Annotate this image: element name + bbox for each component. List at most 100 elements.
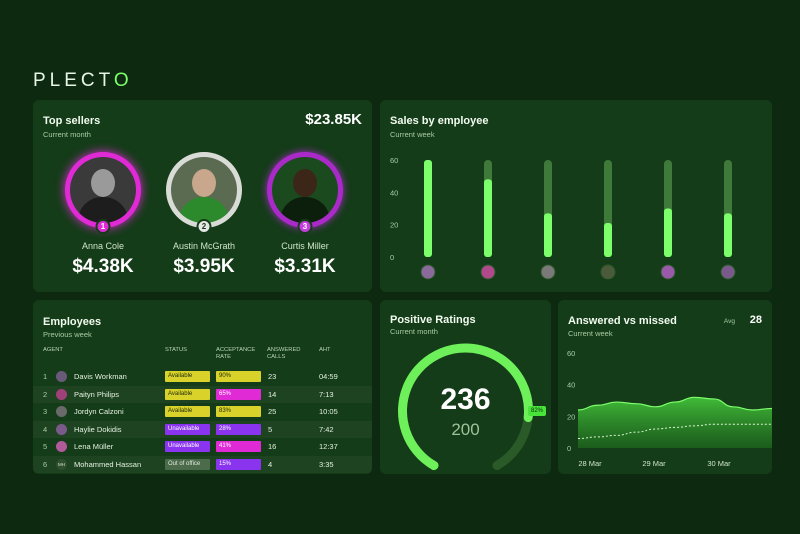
sales-subtitle: Current week	[390, 130, 435, 139]
avg-label: Avg	[723, 318, 735, 325]
table-row[interactable]: 6 MH Mohammed Hassan Out of office 15% 4 3:35	[33, 456, 372, 473]
logo-text: PLECT	[33, 70, 114, 91]
answered-line	[577, 396, 772, 411]
ratings-percent-badge: 82%	[528, 406, 547, 416]
logo-mark-icon: O	[113, 70, 133, 91]
seller-name: Austin McGrath	[172, 241, 236, 251]
answered-calls: 23	[268, 372, 277, 381]
y-tick-label: 20	[390, 221, 398, 230]
top-sellers-title: Top sellers	[43, 115, 101, 127]
acceptance-rate-badge: 28%	[216, 423, 261, 435]
avatar: MH	[56, 459, 67, 470]
answered-title: Answered vs missed	[568, 315, 677, 327]
y-tick-label: 40	[390, 188, 398, 197]
status-badge: Out of office	[165, 459, 210, 470]
employee-avatar-icon	[480, 264, 496, 280]
seller-avatar-3: 3	[267, 152, 343, 234]
sales-by-employee-card: Sales by employee Current week 60 40 20 0	[380, 100, 772, 292]
header-acceptance: ACCEPTANCE RATE	[216, 347, 256, 360]
top-sellers-total: $23.85K	[305, 111, 362, 128]
status-badge: Available	[165, 388, 210, 400]
agent-name: Paityn Philips	[74, 389, 120, 399]
header-agent: AGENT	[43, 347, 63, 353]
employee-avatar-icon	[540, 264, 556, 280]
acceptance-rate-badge: 83%	[216, 406, 261, 418]
top-sellers-subtitle: Current month	[43, 130, 91, 139]
y-tick-label: 20	[567, 412, 575, 421]
agent-name: Haylie Dokidis	[74, 424, 122, 434]
agent-name: Lena Müller	[74, 442, 114, 452]
agent-name: Jordyn Calzoni	[74, 407, 124, 417]
y-tick-label: 0	[390, 253, 394, 262]
avatar	[56, 406, 67, 418]
gauge-fill	[398, 343, 533, 471]
answered-subtitle: Current week	[568, 329, 613, 338]
header-status: STATUS	[165, 347, 188, 353]
y-tick-label: 0	[567, 444, 571, 453]
aht-value: 7:13	[319, 389, 334, 399]
status-badge: Unavailable	[165, 423, 210, 435]
ratings-gauge	[398, 343, 533, 471]
top-sellers-card: Top sellers Current month $23.85K 1 Anna…	[33, 100, 372, 292]
avg-value: 28	[749, 314, 762, 326]
employees-subtitle: Previous week	[43, 330, 92, 339]
seller-card-2[interactable]: 2 Austin McGrath $3.95K	[154, 152, 254, 278]
status-badge: Unavailable	[165, 441, 210, 453]
y-tick-label: 60	[567, 349, 575, 358]
acceptance-rate-badge: 90%	[216, 371, 261, 382]
seller-card-1[interactable]: 1 Anna Cole $4.38K	[53, 152, 153, 278]
bar	[664, 208, 672, 257]
table-row[interactable]: 2 Paityn Philips Available 65% 14 7:13	[33, 385, 372, 403]
answered-calls: 25	[268, 407, 277, 417]
aht-value: 04:59	[319, 372, 338, 381]
rank-badge: 3	[297, 219, 313, 234]
positive-ratings-card: Positive Ratings Current month 236 200 8…	[380, 300, 551, 474]
rank-badge: 2	[196, 219, 212, 234]
header-answered: ANSWERED CALLS	[267, 347, 301, 360]
answered-calls: 14	[268, 389, 277, 399]
missed-line	[577, 423, 772, 439]
agent-name: Davis Workman	[74, 372, 127, 381]
answered-calls: 4	[268, 460, 273, 469]
status-badge: Available	[165, 406, 210, 418]
table-row[interactable]: 4 Haylie Dokidis Unavailable 28% 5 7:42	[33, 420, 372, 438]
avatar	[56, 441, 67, 453]
seller-avatar-1: 1	[65, 152, 141, 234]
employees-card: Employees Previous week AGENT STATUS ACC…	[33, 300, 372, 474]
sales-bar-chart: 60 40 20 0	[390, 156, 736, 280]
row-index: 1	[43, 372, 48, 381]
table-row[interactable]: 5 Lena Müller Unavailable 41% 16 12:37	[33, 438, 372, 455]
avatar	[56, 388, 67, 400]
header-aht: AHT	[319, 347, 331, 353]
x-tick-label: 29 Mar	[642, 459, 666, 468]
ratings-target: 200	[451, 420, 480, 439]
row-index: 2	[43, 389, 48, 399]
agent-name: Mohammed Hassan	[74, 460, 142, 469]
row-index: 3	[43, 407, 48, 417]
ratings-subtitle: Current month	[390, 327, 438, 336]
y-tick-label: 40	[567, 381, 575, 390]
table-row[interactable]: 1 Davis Workman Available 90% 23 04:59	[33, 368, 372, 385]
avatar	[56, 371, 67, 382]
aht-value: 3:35	[319, 460, 334, 469]
y-tick-label: 60	[390, 156, 398, 165]
bar	[604, 223, 612, 257]
bar	[724, 213, 732, 257]
x-tick-label: 28 Mar	[578, 459, 602, 468]
seller-avatar-2: 2	[166, 152, 242, 234]
x-tick-label: 30 Mar	[707, 459, 731, 468]
acceptance-rate-badge: 65%	[216, 388, 261, 400]
answered-vs-missed-card: Answered vs missed Current week Avg 28 6…	[558, 300, 772, 474]
rank-badge: 1	[95, 219, 111, 234]
employees-title: Employees	[43, 316, 102, 328]
answered-area-chart: 60 40 20 0 28 Mar 29 Mar 30 Mar	[567, 349, 772, 468]
avatar	[56, 423, 67, 435]
seller-card-3[interactable]: 3 Curtis Miller $3.31K	[255, 152, 355, 278]
acceptance-rate-badge: 15%	[216, 459, 261, 470]
sales-title: Sales by employee	[390, 115, 489, 127]
seller-amount: $3.31K	[274, 256, 336, 277]
table-row[interactable]: 3 Jordyn Calzoni Available 83% 25 10:05	[33, 403, 372, 420]
answered-calls: 16	[268, 442, 277, 452]
plecto-logo: PLECTO	[33, 70, 133, 92]
row-index: 6	[43, 460, 48, 469]
